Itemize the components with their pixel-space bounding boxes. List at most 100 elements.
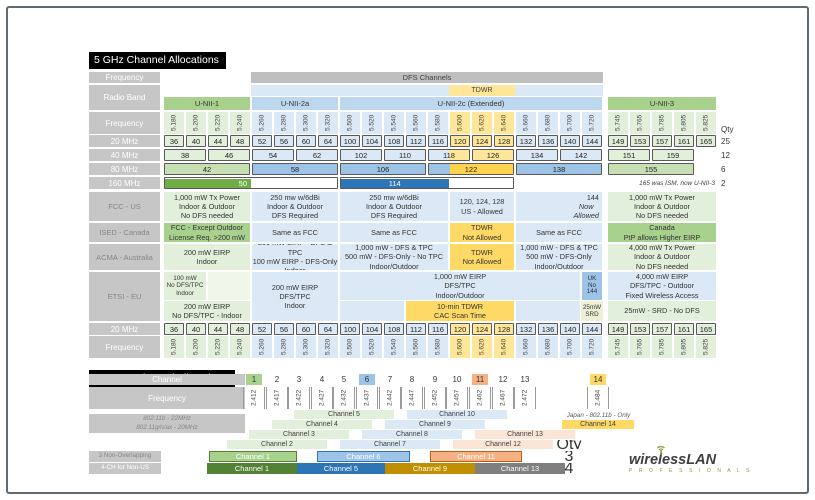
channel-box-20mhz: 52 (252, 323, 272, 335)
qty-80mhz: 6 (721, 164, 726, 174)
srd-cell: 25mW SRD (581, 301, 603, 321)
cell-line: 144 (586, 192, 599, 202)
label-frequency: Frequency (89, 387, 245, 409)
channel-box-20mhz: 116 (428, 323, 448, 335)
freq-label: 5.700 (560, 336, 580, 358)
channel-box-20mhz: 128 (494, 135, 514, 147)
channel-box-40mhz: 46 (208, 149, 250, 161)
channel-box-20mhz: 36 (164, 323, 184, 335)
freq-2472: 2.472 (514, 387, 536, 409)
overlap-channel-5: Channel 5 (294, 410, 394, 419)
freq-label: 5.600 (450, 112, 470, 134)
ch20-grid-bottom: 36 40 44 48 52 56 60 64 100 104 108 112 116 120 124 128… (163, 323, 745, 335)
row-label-frequency-bottom: Frequency (89, 336, 160, 358)
channel-box-40mhz: 151 (608, 149, 650, 161)
freq-2462: 2.462 (469, 387, 491, 409)
freq-label: 5.560 (406, 112, 426, 134)
channel-box-20mhz: 64 (318, 135, 338, 147)
freq-label: 5.500 (340, 112, 360, 134)
band-unii3: U-NII-3 (608, 97, 716, 110)
overlap-channel-3: Channel 3 (249, 430, 349, 439)
ised-grid: FCC - Except Outdoor License Req. >200 m… (163, 223, 745, 242)
freq-label: 5.500 (340, 336, 360, 358)
freq-label: 5.785 (652, 336, 672, 358)
freq-label: 5.540 (384, 112, 404, 134)
qty-header: Qty (721, 125, 734, 134)
uk-no-144-cell: UK No 144 (582, 272, 602, 300)
channel-7: 7 (387, 375, 393, 384)
ch40-grid: 38 46 54 62 102 110 118 126 134 142 151 159 12 (163, 149, 745, 161)
fcc-rule-cell: 1,000 mW Tx Power Indoor & Outdoor No DF… (164, 192, 250, 221)
channel-box-20mhz: 108 (384, 135, 404, 147)
freq-label: 5.765 (630, 336, 650, 358)
freq-label: 5.680 (538, 336, 558, 358)
channel-box-80mhz: 58 (252, 163, 338, 175)
freq-2484: 2.484 (587, 387, 609, 409)
qty-160mhz: 2 (721, 178, 726, 188)
freq-2432: 2.432 (333, 387, 355, 409)
row-label-20mhz: 20 MHz (89, 135, 160, 147)
overlap-channel-12: Channel 12 (453, 440, 553, 449)
label-3-non-overlapping: 3 Non-Overlapping (89, 451, 161, 462)
freq-2412: 2.412 (243, 387, 265, 409)
channel-2: 2 (274, 375, 280, 384)
freq-label: 5.825 (696, 336, 716, 358)
channel-10: 10 (452, 375, 462, 384)
row-label-160mhz: 160 MHz (89, 177, 160, 189)
dfs-strip-left (251, 85, 449, 96)
channel-box-20mhz: 100 (340, 323, 360, 335)
freq-label: 5.580 (428, 112, 448, 134)
etsi-rule-cell: 200 mW EIRP DFS/TPC Indoor (252, 272, 338, 321)
channel-3: 3 (296, 375, 302, 384)
freq-2427: 2.427 (311, 387, 333, 409)
channel-box-20mhz: 112 (406, 135, 426, 147)
channel-13: 13 (520, 375, 530, 384)
section-5ghz: 5 GHz Channel Allocations Frequency DFS … (89, 50, 807, 358)
freq-label: 5.240 (230, 336, 250, 358)
row-20mhz-bottom: 20 MHz 36 40 44 48 52 56 60 64 100 104 108 112 116 12… (89, 323, 807, 335)
etsi-rule-cell (340, 301, 404, 321)
qty-header-24: Qty (556, 440, 582, 449)
label-4ch-non-us: 4-CH for Non-US (89, 463, 161, 474)
channel-box-40mhz: 38 (164, 149, 206, 161)
freq-label: 5.785 (652, 112, 672, 134)
freq-label: 5.720 (582, 336, 602, 358)
freq-label: 5.320 (318, 112, 338, 134)
freq-label: 5.680 (538, 112, 558, 134)
row-160mhz: 160 MHz 50 114 165 was ISM, now U-NII-3 2 (89, 177, 807, 189)
acma-rule-cell: TDWR Not Allowed (450, 244, 514, 270)
channel-box-80mhz: 122 (428, 163, 514, 175)
qty-20mhz: 25 (721, 136, 730, 146)
note-165: 165 was ISM, now U-NII-3 (639, 179, 715, 187)
freq-label: 5.540 (384, 336, 404, 358)
fcc-rule-cell: 144 Now Allowed (516, 192, 602, 221)
freq-label: 5.805 (674, 112, 694, 134)
row-frequency-top: Frequency 5.180 5.200 5.220 5.240 5.260 5.280… (89, 112, 807, 134)
channel-box-80mhz: 106 (340, 163, 426, 175)
row-label-80mhz: 80 MHz (89, 163, 160, 175)
channel-box-20mhz: 112 (406, 323, 426, 335)
channel-box-20mhz: 108 (384, 323, 404, 335)
channel-box-20mhz: 48 (230, 323, 250, 335)
channel-box-20mhz: 157 (652, 135, 672, 147)
row-frequency-bottom: Frequency 5.180 5.200 5.220 5.240 5.260 5.280… (89, 336, 807, 358)
row-label-40mhz: 40 MHz (89, 149, 160, 161)
dfs-channels-bar: DFS Channels (251, 72, 603, 83)
overlap-channel-2: Channel 2 (227, 440, 327, 449)
channel-box-20mhz: 44 (208, 323, 228, 335)
freq-label: 5.640 (494, 336, 514, 358)
freq-label: 5.320 (318, 336, 338, 358)
acma-rule-cell: 1,000 mW - DFS & TPC 500 mW - DFS-Only I… (516, 244, 602, 270)
wlan-logo: wirelessLAN P R O F E S S I O N A L S (629, 445, 759, 474)
channel-9: 9 (432, 375, 438, 384)
ised-rule-cell: Same as FCC (340, 223, 448, 242)
non-overlap-channel-11: Channel 11 (430, 451, 522, 462)
fcc-rule-cell: 250 mw w/6dBi Indoor & Outdoor DFS Requi… (340, 192, 448, 221)
row-label-frequency-top: Frequency (89, 72, 160, 83)
freq-label: 5.220 (208, 112, 228, 134)
channel-box-40mhz: 134 (516, 149, 558, 161)
channel-box-20mhz: 153 (630, 323, 650, 335)
channel-box-20mhz: 120 (450, 135, 470, 147)
etsi-rule-cell: 4,000 mW EIRP DFS/TPC - Outdoor Fixed Wi… (608, 272, 716, 300)
channel-box-20mhz: 132 (516, 323, 536, 335)
